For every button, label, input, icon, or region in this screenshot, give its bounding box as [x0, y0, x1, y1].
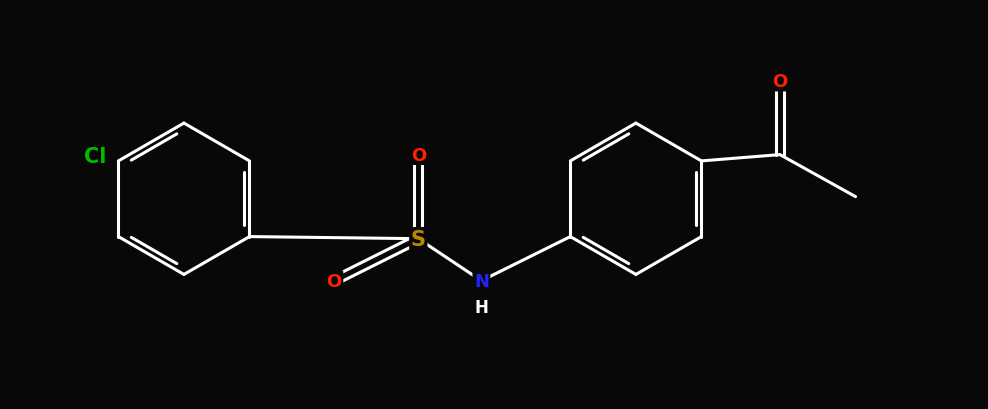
Text: H: H: [474, 298, 488, 316]
Text: Cl: Cl: [84, 146, 107, 166]
Text: O: O: [411, 146, 426, 164]
Text: S: S: [411, 229, 426, 249]
Text: O: O: [773, 73, 787, 91]
Text: O: O: [327, 272, 342, 290]
Text: N: N: [474, 272, 489, 290]
